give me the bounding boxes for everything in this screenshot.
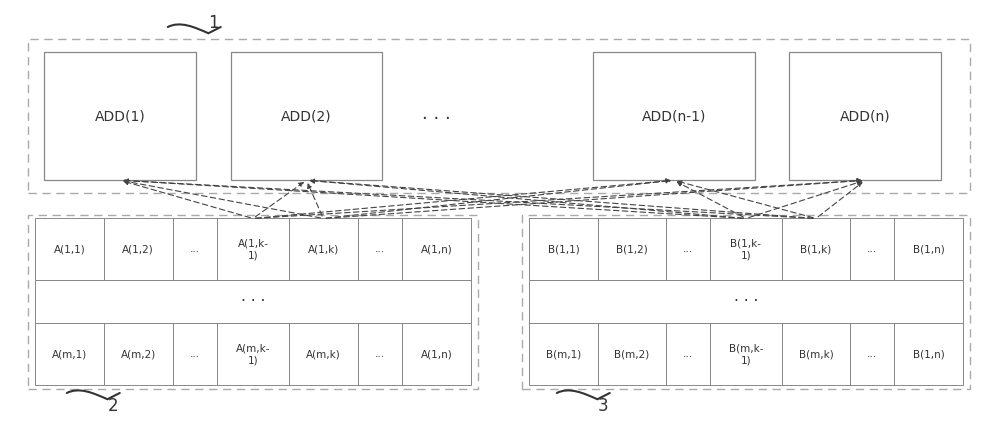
Text: A(1,n): A(1,n) [420,350,452,359]
Bar [35,218,104,280]
Text: ...: ... [375,244,385,254]
Bar [173,218,217,280]
Text: A(m,k): A(m,k) [306,350,341,359]
Bar [28,215,478,389]
Text: · · ·: · · · [734,294,758,309]
Bar [789,52,941,180]
Text: A(1,2): A(1,2) [122,244,154,254]
Bar [894,323,963,385]
Bar [598,218,666,280]
Text: B(1,2): B(1,2) [616,244,648,254]
Text: B(m,2): B(m,2) [614,350,649,359]
Bar [666,323,710,385]
Bar [44,52,196,180]
Bar [230,52,382,180]
Bar [850,323,894,385]
Text: 2: 2 [108,396,118,415]
Text: ...: ... [867,244,877,254]
Bar [104,218,173,280]
Bar [35,280,471,323]
Text: · · ·: · · · [422,110,451,128]
Bar [358,218,402,280]
Text: A(1,k): A(1,k) [308,244,339,254]
Text: A(1,n): A(1,n) [420,244,452,254]
Text: B(1,k-
1): B(1,k- 1) [730,238,761,260]
Bar [666,218,710,280]
Text: A(m,2): A(m,2) [121,350,156,359]
Text: 3: 3 [598,396,608,415]
Bar [35,323,104,385]
Bar [289,218,358,280]
Bar [289,323,358,385]
Text: ADD(n): ADD(n) [840,109,890,123]
Bar [529,218,598,280]
Text: A(m,1): A(m,1) [52,350,87,359]
Text: B(m,k): B(m,k) [799,350,833,359]
Text: B(1,n): B(1,n) [913,244,944,254]
Text: B(1,k): B(1,k) [800,244,832,254]
Bar [358,323,402,385]
Text: ...: ... [190,350,200,359]
Bar [782,323,850,385]
Text: B(1,1): B(1,1) [548,244,579,254]
Bar [402,323,471,385]
Text: ...: ... [375,350,385,359]
Bar [529,280,963,323]
Text: B(1,n): B(1,n) [913,350,944,359]
Text: · · ·: · · · [241,294,265,309]
Text: ADD(n-1): ADD(n-1) [642,109,706,123]
Bar [217,218,289,280]
Text: A(1,1): A(1,1) [54,244,86,254]
Text: A(m,k-
1): A(m,k- 1) [236,343,270,365]
Text: ...: ... [683,244,693,254]
Bar [894,218,963,280]
Text: A(1,k-
1): A(1,k- 1) [238,238,269,260]
Bar [850,218,894,280]
Bar [402,218,471,280]
Text: ADD(2): ADD(2) [281,109,332,123]
Bar [217,323,289,385]
Bar [522,215,970,389]
Text: 1: 1 [209,14,219,32]
Text: B(m,k-
1): B(m,k- 1) [729,343,763,365]
Bar [710,323,782,385]
Text: ...: ... [190,244,200,254]
Bar [782,218,850,280]
Bar [173,323,217,385]
Bar [104,323,173,385]
Bar [593,52,755,180]
Text: ADD(1): ADD(1) [95,109,146,123]
Bar [598,323,666,385]
Bar [710,218,782,280]
Bar [529,323,598,385]
Text: ...: ... [683,350,693,359]
Bar [28,39,970,193]
Text: ...: ... [867,350,877,359]
Text: B(m,1): B(m,1) [546,350,581,359]
